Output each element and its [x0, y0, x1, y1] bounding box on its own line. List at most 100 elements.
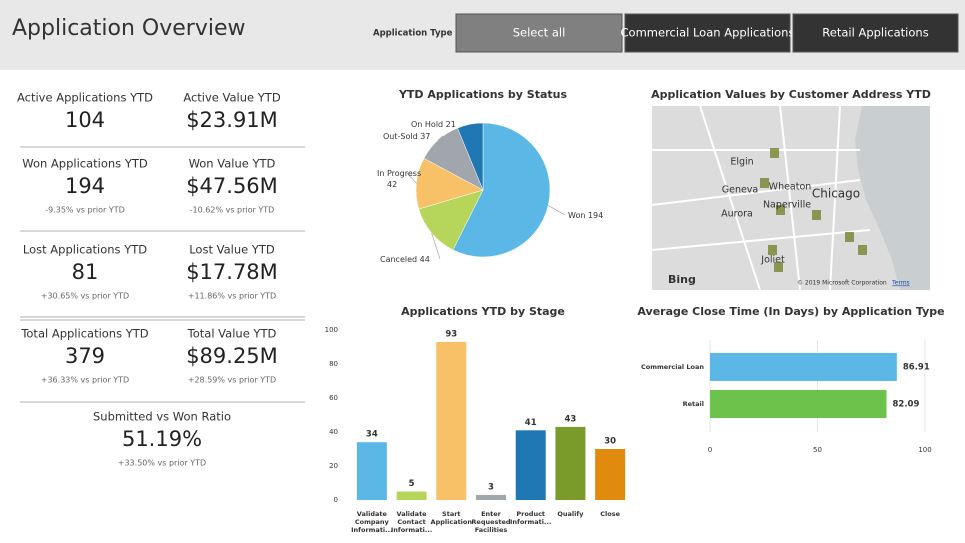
- map-region: [812, 210, 821, 220]
- map-title: Application Values by Customer Address Y…: [651, 88, 931, 101]
- x-tick-label: Product Informati...: [509, 510, 552, 526]
- filter-button-label[interactable]: Commercial Loan Applications: [621, 26, 795, 40]
- data-label: 93: [445, 329, 457, 339]
- kpi-change: +30.65% vs prior YTD: [41, 292, 129, 301]
- x-tick-label: Qualify: [557, 510, 584, 518]
- map-road: [829, 105, 841, 291]
- kpi-label: Won Applications YTD: [22, 157, 148, 171]
- y-tick-label: Retail: [683, 400, 704, 408]
- bar: [595, 449, 626, 500]
- filter-button-label[interactable]: Retail Applications: [822, 26, 928, 40]
- bar: [555, 426, 586, 500]
- y-tick-label: 20: [329, 462, 338, 470]
- pie-value: 42: [387, 180, 397, 189]
- y-tick-label: 100: [325, 326, 338, 334]
- kpi-value: $47.56M: [186, 174, 278, 198]
- y-tick-label: 40: [329, 428, 338, 436]
- leader-line: [406, 172, 417, 184]
- kpi-change: +11.86% vs prior YTD: [188, 292, 276, 301]
- map-road: [779, 105, 801, 291]
- map-place: Naperville: [763, 200, 811, 211]
- kpi-change: +33.50% vs prior YTD: [118, 459, 206, 468]
- data-label: 43: [565, 414, 577, 424]
- chart-title: Applications YTD by Stage: [401, 305, 565, 318]
- map-region: [776, 205, 785, 215]
- data-label: 3: [488, 482, 494, 492]
- pie-label: Won 194: [568, 211, 603, 220]
- leader-line: [548, 205, 566, 216]
- y-tick-label: 0: [334, 496, 338, 504]
- x-tick-label: Enter Requested Facilities: [471, 510, 511, 534]
- pie-label: Out-Sold 37: [383, 132, 430, 141]
- data-label: 5: [409, 479, 415, 489]
- filter-button[interactable]: [624, 13, 791, 53]
- kpi-change: +36.33% vs prior YTD: [41, 376, 129, 385]
- map-region: [858, 245, 867, 255]
- chart-title: Average Close Time (In Days) by Applicat…: [637, 305, 944, 318]
- kpi-change: +28.59% vs prior YTD: [188, 376, 276, 385]
- kpi-label: Total Applications YTD: [20, 327, 148, 341]
- kpi-label: Lost Applications YTD: [23, 243, 147, 257]
- y-tick-label: Commercial Loan: [641, 363, 704, 371]
- pie-category: Won: [568, 211, 585, 220]
- bar: [476, 494, 506, 500]
- pie-value: 44: [420, 255, 430, 264]
- map-logo: Bing: [668, 273, 696, 286]
- map-region: [770, 148, 779, 158]
- filter-label: Application Type: [373, 29, 453, 39]
- x-tick-label: Validate Company Informati...: [351, 510, 393, 534]
- pie-slice: [457, 122, 484, 191]
- map-terms[interactable]: Terms: [891, 280, 910, 287]
- chart-title: YTD Applications by Status: [398, 88, 568, 101]
- kpi-label: Lost Value YTD: [189, 243, 275, 257]
- kpi-value: 81: [72, 260, 99, 284]
- x-tick-label: 0: [708, 446, 712, 454]
- page-title: Application Overview: [12, 16, 246, 41]
- pie-category: In Progress: [377, 169, 421, 178]
- kpi-value: 104: [65, 108, 105, 132]
- bar: [710, 353, 897, 381]
- pie-label: Canceled 44: [380, 255, 430, 264]
- map-place: Geneva: [722, 185, 759, 196]
- kpi-value: $89.25M: [186, 344, 278, 368]
- map-road: [699, 105, 761, 291]
- pie-label: On Hold 21: [411, 120, 456, 129]
- x-tick-label: Start Application: [430, 510, 473, 526]
- kpi-change: -9.35% vs prior YTD: [45, 206, 125, 215]
- kpi-change: -10.62% vs prior YTD: [190, 206, 275, 215]
- map-place: Joliet: [760, 255, 785, 266]
- bar: [515, 430, 546, 500]
- map-region: [768, 245, 777, 255]
- kpi-label: Active Applications YTD: [17, 91, 153, 105]
- pie-slice: [418, 189, 484, 251]
- pie-category: Out-Sold: [383, 132, 418, 141]
- map-place: Chicago: [812, 187, 860, 201]
- pie-category: On Hold: [411, 120, 443, 129]
- kpi-label: Total Value YTD: [187, 327, 277, 341]
- kpi-value: 51.19%: [122, 427, 202, 451]
- y-tick-label: 80: [329, 360, 338, 368]
- data-label: 86.91: [903, 363, 930, 373]
- filter-button[interactable]: [455, 13, 623, 53]
- kpi-value: $23.91M: [186, 108, 278, 132]
- pie-category: Canceled: [380, 255, 417, 264]
- bar: [356, 442, 387, 500]
- y-tick-label: 60: [329, 394, 338, 402]
- data-label: 41: [525, 418, 537, 428]
- filter-button[interactable]: [792, 13, 959, 53]
- kpi-label: Active Value YTD: [183, 91, 281, 105]
- kpi-label: Won Value YTD: [189, 157, 276, 171]
- bar: [436, 341, 467, 500]
- bar: [396, 491, 427, 500]
- filter-button-label[interactable]: Select all: [513, 26, 566, 40]
- pie-label: In Progress 42: [377, 169, 421, 189]
- kpi-value: 379: [65, 344, 105, 368]
- data-label: 82.09: [892, 400, 919, 410]
- x-tick-label: Close: [600, 510, 621, 518]
- pie-value: 37: [420, 132, 430, 141]
- map-place: Wheaton: [769, 182, 812, 193]
- map-place: Aurora: [721, 209, 753, 220]
- map-copyright: © 2019 Microsoft Corporation: [797, 280, 887, 287]
- kpi-label: Submitted vs Won Ratio: [93, 410, 231, 424]
